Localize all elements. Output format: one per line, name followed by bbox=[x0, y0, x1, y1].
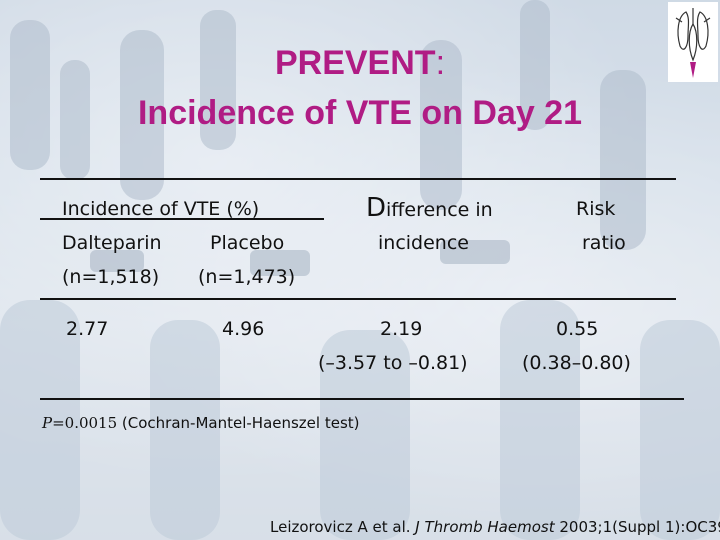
difference-value: 2.19 bbox=[380, 318, 423, 340]
group-header-rule bbox=[40, 218, 324, 220]
difference-ci: (–3.57 to –0.81) bbox=[318, 352, 468, 374]
group-header-incidence: Incidence of VTE (%) bbox=[62, 198, 260, 220]
placebo-label: Placebo bbox=[210, 232, 285, 254]
risk-ratio-value: 0.55 bbox=[556, 318, 599, 340]
citation-authors: Leizorovicz A et al. bbox=[270, 518, 416, 536]
title-colon: : bbox=[435, 44, 446, 82]
slide-title-line-2: Incidence of VTE on Day 21 bbox=[137, 94, 582, 132]
table-top-rule bbox=[40, 178, 676, 180]
slide-title-line-1: PREVENT: bbox=[0, 38, 720, 88]
title-trial-name: PREVENT bbox=[274, 44, 436, 82]
citation-journal: J Thromb Haemost bbox=[415, 518, 555, 536]
p-value-label: P bbox=[42, 414, 53, 432]
placebo-n: (n=1,473) bbox=[198, 266, 296, 288]
p-value: =0.0015 bbox=[52, 414, 118, 432]
difference-header-line-2: incidence bbox=[378, 232, 469, 254]
dalteparin-value: 2.77 bbox=[66, 318, 109, 340]
table-bottom-rule bbox=[40, 398, 684, 400]
difference-header-rest: ifference in bbox=[386, 199, 493, 221]
dalteparin-label: Dalteparin bbox=[62, 232, 162, 254]
dalteparin-n: (n=1,518) bbox=[62, 266, 160, 288]
risk-header-line-2: ratio bbox=[582, 232, 626, 254]
risk-header-line-1: Risk bbox=[576, 198, 616, 220]
difference-header-initial: D bbox=[366, 193, 387, 223]
test-name: (Cochran-Mantel-Haenszel test) bbox=[117, 414, 360, 432]
heart-lungs-logo-icon bbox=[668, 2, 718, 82]
citation: Leizorovicz A et al. J Thromb Haemost 20… bbox=[270, 518, 720, 536]
p-value-footnote: P=0.0015 (Cochran-Mantel-Haenszel test) bbox=[42, 414, 360, 432]
header-bottom-rule bbox=[40, 298, 676, 300]
risk-ratio-ci: (0.38–0.80) bbox=[522, 352, 631, 374]
difference-header-line-1: Difference in bbox=[366, 194, 493, 224]
citation-details: 2003;1(Suppl 1):OC396 bbox=[554, 518, 720, 536]
placebo-value: 4.96 bbox=[222, 318, 265, 340]
